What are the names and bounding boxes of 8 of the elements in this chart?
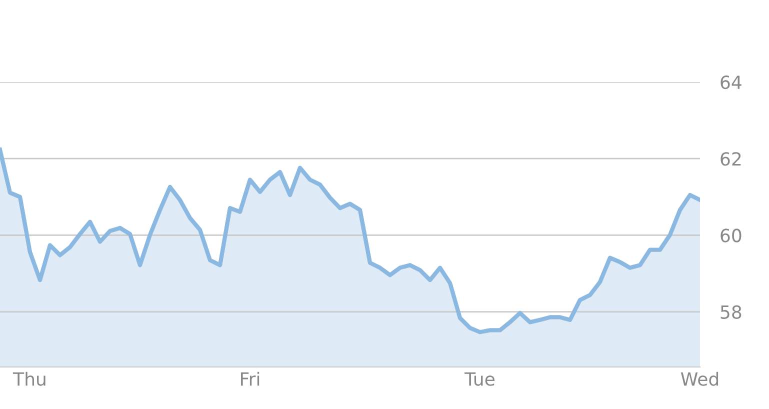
y-tick-label: 58 <box>720 305 742 319</box>
x-tick-label: Thu <box>12 372 46 386</box>
x-tick-label: Fri <box>241 372 260 386</box>
x-tick-label: Tue <box>464 372 494 386</box>
x-tick-label: Wed <box>680 372 718 386</box>
y-tick-label: 64 <box>720 75 742 90</box>
y-tick-label: 62 <box>720 152 741 166</box>
y-tick-label: 60 <box>720 228 742 242</box>
